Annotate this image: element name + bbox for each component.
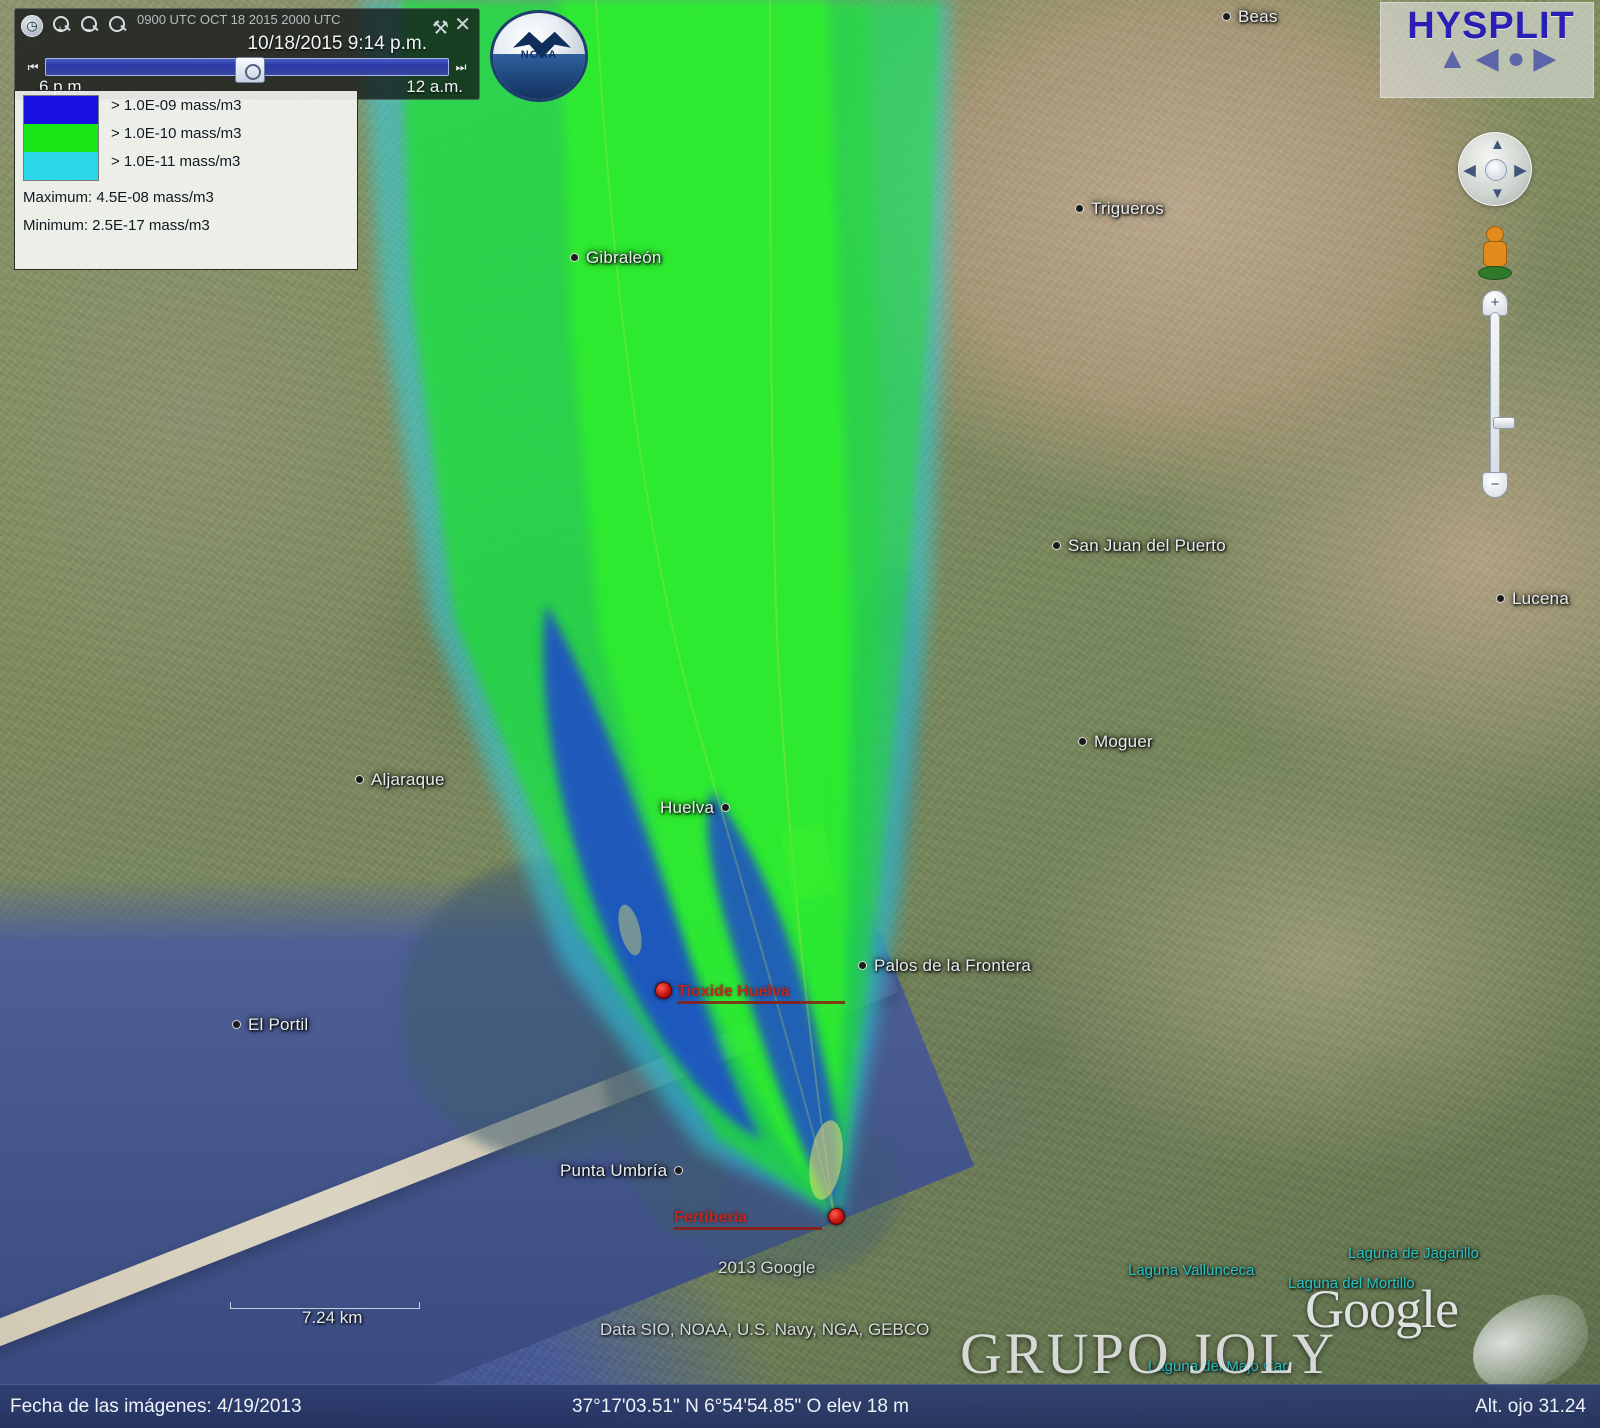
concentration-legend: > 1.0E-09 mass/m3 > 1.0E-10 mass/m3 > 1.… xyxy=(14,90,358,270)
noaa-logo: NOAA xyxy=(484,8,596,104)
facility-label: Tioxide Huelva xyxy=(677,983,790,1000)
city-label: Punta Umbría xyxy=(560,1160,684,1181)
pan-left-button[interactable]: ◀ xyxy=(1464,162,1476,179)
grupo-joly-watermark: GRUPO JOLY xyxy=(960,1321,1338,1386)
hysplit-logo: HYSPLIT ▲ ◀ ● ▶ xyxy=(1380,2,1594,98)
time-slider-track[interactable] xyxy=(45,57,449,83)
status-bar: Fecha de las imágenes: 4/19/2013 37°17'0… xyxy=(0,1384,1600,1428)
pan-center-handle[interactable] xyxy=(1485,159,1507,181)
city-dot-icon xyxy=(1075,204,1084,214)
google-copyright: 2013 Google xyxy=(718,1258,816,1277)
legend-maximum: Maximum: 4.5E-08 mass/m3 xyxy=(23,189,214,206)
city-label: Gibraleón xyxy=(570,247,662,268)
facility-pin-icon[interactable] xyxy=(655,982,672,999)
legend-row-mid: > 1.0E-10 mass/m3 xyxy=(111,125,242,142)
current-datetime-label: 10/18/2015 9:14 p.m. xyxy=(247,33,427,54)
clock-icon[interactable]: ◷ xyxy=(21,15,43,37)
time-range-end: 12 a.m. xyxy=(406,77,463,96)
city-dot-icon xyxy=(674,1166,684,1176)
city-name: Trigueros xyxy=(1091,198,1164,218)
hysplit-compass-icon: ▲ ◀ ● ▶ xyxy=(1437,42,1557,75)
zoom-out-icon[interactable]: − xyxy=(79,15,101,37)
city-dot-icon xyxy=(858,961,867,971)
city-name: Moguer xyxy=(1094,731,1153,751)
zoom-slider-track[interactable] xyxy=(1490,312,1515,476)
city-label: Palos de la Frontera xyxy=(858,955,1031,976)
time-slider-header: ◷ + − 0900 UTC OCT 18 2015 2000 UTC 10/1… xyxy=(15,9,479,55)
hysplit-wordmark: HYSPLIT xyxy=(1407,5,1575,47)
city-dot-icon xyxy=(1078,737,1087,747)
legend-swatch-mid xyxy=(24,123,98,152)
data-attribution: Data SIO, NOAA, U.S. Navy, NGA, GEBCO xyxy=(600,1320,930,1339)
pan-down-button[interactable]: ▼ xyxy=(1490,185,1505,202)
city-name: San Juan del Puerto xyxy=(1068,535,1226,555)
city-name: Punta Umbría xyxy=(560,1160,668,1180)
pan-right-button[interactable]: ▶ xyxy=(1514,162,1526,179)
zoom-slider[interactable]: + − xyxy=(1482,290,1515,498)
city-dot-icon xyxy=(1052,541,1061,551)
city-dot-icon xyxy=(721,803,731,813)
city-dot-icon xyxy=(355,775,364,785)
legend-row-high: > 1.0E-09 mass/m3 xyxy=(111,97,242,114)
city-dot-icon xyxy=(1496,594,1505,604)
time-slider-panel[interactable]: ◷ + − 0900 UTC OCT 18 2015 2000 UTC 10/1… xyxy=(14,8,480,100)
city-name: Gibraleón xyxy=(586,247,662,267)
city-label: San Juan del Puerto xyxy=(1052,535,1226,556)
city-name: El Portil xyxy=(248,1014,309,1034)
lagoon-label: Laguna de Jagarillo xyxy=(1348,1245,1479,1262)
close-icon[interactable]: ✕ xyxy=(454,14,471,36)
city-label: Moguer xyxy=(1078,731,1153,752)
city-name: Beas xyxy=(1238,6,1278,26)
legend-swatch-high xyxy=(24,96,98,124)
street-view-pegman[interactable] xyxy=(1478,226,1512,280)
facility-underline xyxy=(677,1001,845,1004)
wrench-icon[interactable]: ⚒ xyxy=(431,18,449,39)
city-label: Aljaraque xyxy=(355,769,445,790)
pegman-base-icon xyxy=(1478,266,1512,280)
noaa-label: NOAA xyxy=(520,49,558,61)
zoom-in-icon[interactable]: + xyxy=(51,15,73,37)
zoom-out-button[interactable]: − xyxy=(1482,472,1508,498)
city-label: Lucena xyxy=(1496,588,1569,609)
lagoon-label: Laguna del Majo Car xyxy=(1148,1358,1288,1375)
city-name: Huelva xyxy=(660,797,715,817)
facility-underline xyxy=(674,1227,822,1230)
time-slider-row[interactable]: ⏮ ⏭ xyxy=(23,55,471,83)
coordinates-label: 37°17'03.51" N 6°54'54.85" O elev 18 m xyxy=(572,1396,909,1417)
legend-swatch-low xyxy=(24,151,98,180)
legend-row-low: > 1.0E-11 mass/m3 xyxy=(111,153,241,170)
city-label: Beas xyxy=(1222,6,1278,27)
scale-bar-label: 7.24 km xyxy=(302,1308,363,1327)
image-date-label: Fecha de las imágenes: 4/19/2013 xyxy=(10,1396,302,1417)
pegman-body-icon xyxy=(1483,241,1507,267)
legend-minimum: Minimum: 2.5E-17 mass/m3 xyxy=(23,217,210,234)
step-forward-button[interactable]: ⏭ xyxy=(455,60,467,74)
legend-color-swatches xyxy=(23,95,99,181)
zoom-slider-handle[interactable] xyxy=(1493,417,1515,429)
lagoon-label: Laguna Vallunceca xyxy=(1128,1262,1255,1279)
city-name: Lucena xyxy=(1512,588,1569,608)
google-logo: Google xyxy=(1305,1279,1459,1339)
city-dot-icon xyxy=(232,1020,241,1030)
city-label: El Portil xyxy=(232,1014,308,1035)
reset-icon[interactable] xyxy=(107,15,129,37)
pan-up-button[interactable]: ▲ xyxy=(1490,136,1505,153)
facility-label: Fertiberia xyxy=(674,1209,747,1226)
lagoon-label: Laguna del Mortillo xyxy=(1288,1275,1415,1292)
city-name: Palos de la Frontera xyxy=(874,955,1032,975)
scale-bar-line xyxy=(230,1302,420,1309)
city-dot-icon xyxy=(1222,12,1231,22)
step-back-button[interactable]: ⏮ xyxy=(27,60,39,74)
pan-control[interactable]: ▲ ▼ ◀ ▶ xyxy=(1458,132,1532,206)
city-label: Huelva xyxy=(660,797,731,818)
city-dot-icon xyxy=(570,253,579,263)
city-name: Aljaraque xyxy=(371,769,445,789)
time-slider-thumb[interactable] xyxy=(234,57,265,83)
eye-altitude-label: Alt. ojo 31.24 xyxy=(1475,1396,1586,1417)
facility-pin-icon[interactable] xyxy=(828,1208,845,1225)
utc-range-label: 0900 UTC OCT 18 2015 2000 UTC xyxy=(137,12,341,27)
marsh-area xyxy=(680,1100,900,1280)
city-label: Trigueros xyxy=(1075,198,1164,219)
